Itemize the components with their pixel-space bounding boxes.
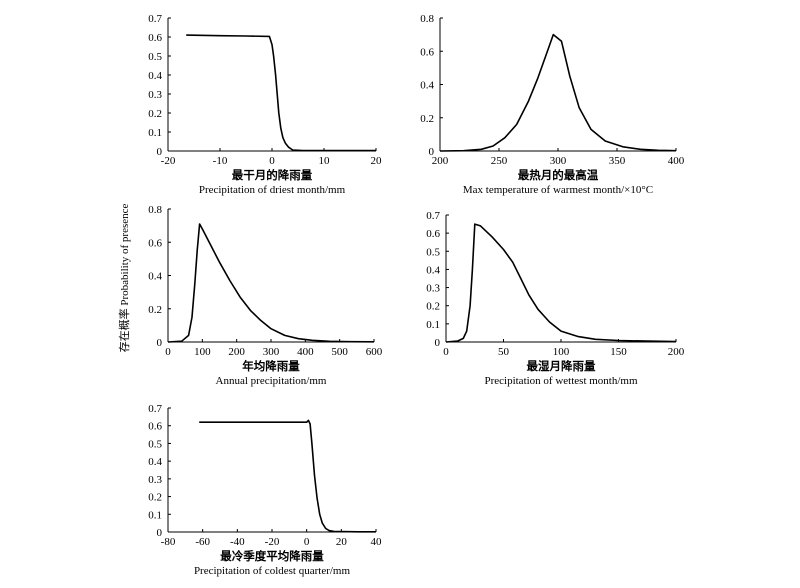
x-axis-label-en: Precipitation of wettest month/mm [484, 375, 638, 387]
response-curve [439, 33, 677, 152]
x-tick-label: 600 [366, 346, 383, 358]
x-tick-label: -10 [213, 155, 228, 167]
x-axis-label-cn: 最热月的最高温 [518, 168, 599, 182]
y-tick-label: 0.1 [148, 127, 162, 139]
y-tick-label: 0.5 [426, 246, 440, 258]
x-axis-label-cn: 最湿月降雨量 [527, 359, 596, 373]
y-tick-label: 0 [429, 146, 435, 158]
x-axis-label-en: Annual precipitation/mm [216, 375, 327, 387]
chart-panel-1: 0 0.1 0.2 0.3 0.4 0.5 0.6 0.7 -20 -10 0 10 20 最干月的降雨量… [148, 13, 382, 196]
y-tick-label: 0.2 [148, 492, 162, 504]
y-tick-label: 0.4 [148, 456, 162, 468]
x-tick-label: -20 [161, 155, 176, 167]
x-tick-label: -60 [195, 536, 210, 548]
chart-panel-4: 0 0.1 0.2 0.3 0.4 0.5 0.6 0.7 0 50 100 150 200 最湿月降雨量… [426, 210, 685, 387]
y-tick-label: 0.6 [420, 46, 434, 58]
y-tick-label: 0.5 [148, 438, 162, 450]
y-tick-label: 0.2 [148, 304, 162, 316]
response-curve [186, 34, 376, 152]
x-tick-label: 300 [263, 346, 280, 358]
response-curve [199, 419, 376, 533]
x-tick-label: 20 [371, 155, 383, 167]
y-tick-label: 0.4 [420, 80, 434, 92]
x-tick-label: -20 [265, 536, 280, 548]
y-tick-label: 0.4 [426, 264, 440, 276]
y-tick-label: 0.8 [148, 204, 162, 216]
x-tick-label: 10 [319, 155, 331, 167]
x-tick-label: 200 [668, 346, 685, 358]
y-tick-label: 0.3 [426, 283, 440, 295]
y-tick-label: 0.2 [420, 113, 434, 125]
y-tick-label: 0.4 [148, 70, 162, 82]
y-tick-label: 0.2 [426, 301, 440, 313]
x-tick-label: -40 [230, 536, 245, 548]
x-axis-label-cn: 年均降雨量 [242, 359, 300, 373]
y-tick-label: 0.1 [148, 509, 162, 521]
x-tick-label: 100 [553, 346, 570, 358]
chart-panel-5: 0 0.1 0.2 0.3 0.4 0.5 0.6 0.7 -80 -60 -40 -20 0 20 40 最… [148, 403, 382, 577]
x-axis-label-en: Precipitation of coldest quarter/mm [194, 565, 351, 577]
y-tick-label: 0 [157, 146, 163, 158]
x-axis-label-cn: 最冷季度平均降雨量 [220, 549, 324, 563]
x-tick-label: 50 [498, 346, 510, 358]
x-tick-label: 300 [550, 155, 567, 167]
y-tick-label: 0.5 [148, 51, 162, 63]
x-tick-label: 200 [432, 155, 449, 167]
x-tick-label: 0 [165, 346, 171, 358]
response-curve [445, 223, 677, 343]
chart-panel-2: 0 0.2 0.4 0.6 0.8 200 250 300 350 400 最热月的最高温 Max t… [420, 13, 685, 196]
x-tick-label: 400 [668, 155, 685, 167]
y-tick-label: 0.2 [148, 108, 162, 120]
x-tick-label: -80 [161, 536, 176, 548]
y-tick-label: 0.8 [420, 13, 434, 25]
response-curve [167, 223, 375, 343]
x-tick-label: 0 [443, 346, 449, 358]
x-tick-label: 0 [269, 155, 275, 167]
x-axis-label-en: Precipitation of driest month/mm [199, 184, 346, 196]
y-tick-label: 0.1 [426, 319, 440, 331]
chart-panel-3: 0 0.2 0.4 0.6 0.8 0 100 200 300 400 500 600 年均降雨量 Ann… [148, 204, 383, 387]
y-tick-label: 0.7 [148, 403, 162, 415]
x-tick-label: 20 [336, 536, 348, 548]
y-tick-label: 0.6 [426, 228, 440, 240]
y-tick-label: 0.7 [426, 210, 440, 222]
x-tick-label: 200 [228, 346, 245, 358]
y-tick-label: 0.3 [148, 89, 162, 101]
x-tick-label: 400 [297, 346, 314, 358]
y-tick-label: 0.3 [148, 474, 162, 486]
y-tick-label: 0.4 [148, 271, 162, 283]
shared-y-axis-label: 存在概率 Probability of presence [117, 203, 131, 352]
x-tick-label: 500 [331, 346, 348, 358]
y-tick-label: 0.6 [148, 237, 162, 249]
y-tick-label: 0 [157, 337, 163, 349]
y-tick-label: 0 [157, 527, 163, 539]
x-tick-label: 40 [371, 536, 383, 548]
x-tick-label: 350 [609, 155, 626, 167]
y-tick-label: 0.6 [148, 421, 162, 433]
y-tick-label: 0.7 [148, 13, 162, 25]
y-tick-label: 0 [435, 337, 441, 349]
x-tick-label: 150 [610, 346, 627, 358]
x-axis-label-en: Max temperature of warmest month/×10°C [463, 184, 653, 196]
x-tick-label: 0 [304, 536, 310, 548]
y-tick-label: 0.6 [148, 32, 162, 44]
x-tick-label: 100 [194, 346, 211, 358]
x-axis-label-cn: 最干月的降雨量 [232, 168, 313, 182]
x-tick-label: 250 [491, 155, 508, 167]
